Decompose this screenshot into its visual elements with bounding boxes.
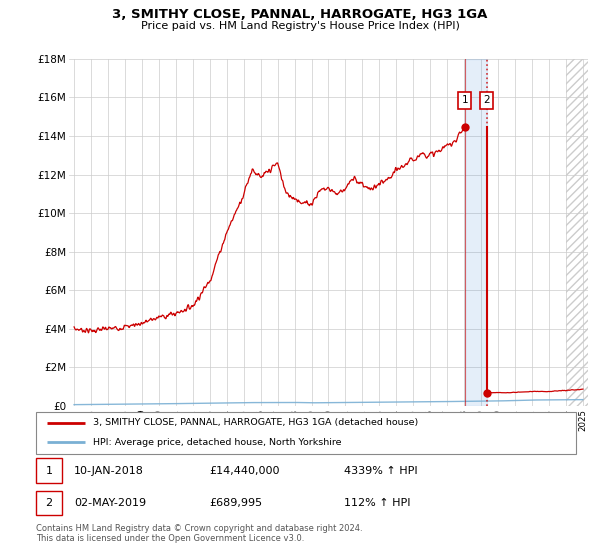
Text: 02-MAY-2019: 02-MAY-2019	[74, 498, 146, 508]
Text: 112% ↑ HPI: 112% ↑ HPI	[344, 498, 410, 508]
Text: Price paid vs. HM Land Registry's House Price Index (HPI): Price paid vs. HM Land Registry's House …	[140, 21, 460, 31]
Text: 2: 2	[484, 95, 490, 105]
Text: 10-JAN-2018: 10-JAN-2018	[74, 465, 143, 475]
Text: 2: 2	[46, 498, 53, 508]
Text: 1: 1	[46, 465, 52, 475]
FancyBboxPatch shape	[36, 458, 62, 483]
Text: £689,995: £689,995	[209, 498, 262, 508]
Text: 3, SMITHY CLOSE, PANNAL, HARROGATE, HG3 1GA: 3, SMITHY CLOSE, PANNAL, HARROGATE, HG3 …	[112, 8, 488, 21]
Text: £14,440,000: £14,440,000	[209, 465, 280, 475]
Text: Contains HM Land Registry data © Crown copyright and database right 2024.
This d: Contains HM Land Registry data © Crown c…	[36, 524, 362, 543]
FancyBboxPatch shape	[36, 491, 62, 515]
FancyBboxPatch shape	[36, 412, 576, 454]
Text: 3, SMITHY CLOSE, PANNAL, HARROGATE, HG3 1GA (detached house): 3, SMITHY CLOSE, PANNAL, HARROGATE, HG3 …	[92, 418, 418, 427]
Bar	[566, 59, 588, 406]
Bar	[465, 59, 487, 406]
Bar	[566, 59, 588, 406]
Text: 4339% ↑ HPI: 4339% ↑ HPI	[344, 465, 418, 475]
Text: HPI: Average price, detached house, North Yorkshire: HPI: Average price, detached house, Nort…	[92, 438, 341, 447]
Text: 1: 1	[461, 95, 468, 105]
